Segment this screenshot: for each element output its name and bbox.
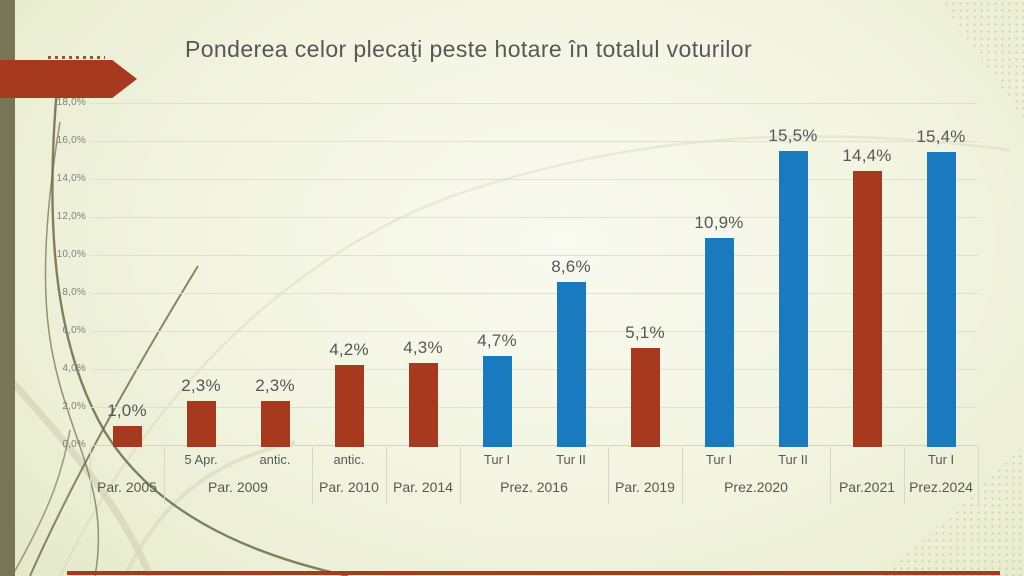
x-sub-label: Tur I: [927, 452, 955, 467]
y-tick-label: 16,0%: [56, 135, 86, 146]
axis-separator: [460, 447, 461, 504]
gridline: [90, 331, 978, 332]
gridline: [90, 369, 978, 370]
bar-value-label: 4,7%: [477, 330, 517, 350]
title-arrow-shape: [0, 60, 137, 98]
axis-separator: [904, 447, 905, 504]
bar: [334, 365, 364, 447]
bar-value-label: 2,3%: [181, 376, 221, 396]
bar-value-label: 15,5%: [768, 125, 818, 145]
bar: [408, 363, 438, 447]
y-tick-label: 6,0%: [62, 325, 86, 336]
y-tick-label: 8,0%: [62, 287, 86, 298]
bar-value-label: 2,3%: [255, 376, 295, 396]
x-group-label: Par. 2014: [393, 479, 453, 495]
bar: [630, 348, 660, 447]
gridline: [90, 255, 978, 256]
x-group-label: Par. 2010: [319, 479, 379, 495]
x-sub-label: Tur II: [556, 452, 586, 467]
bar: [852, 171, 882, 447]
bar: [926, 152, 956, 447]
bar-value-label: 15,4%: [916, 127, 966, 147]
x-group-label: Prez. 2016: [500, 479, 568, 495]
x-sub-label: Tur II: [778, 452, 808, 467]
axis-separator: [90, 447, 91, 504]
bar-value-label: 1,0%: [107, 401, 147, 420]
bar: [186, 401, 216, 447]
axis-separator: [608, 447, 609, 504]
x-group-label: Par. 2005: [97, 479, 157, 495]
axis-separator: [682, 447, 683, 504]
x-group-label: Prez.2020: [724, 479, 788, 495]
y-tick-label: 12,0%: [56, 211, 86, 222]
axis-separator: [830, 447, 831, 504]
axis-separator: [312, 447, 313, 504]
slide-title: Ponderea celor plecaţi peste hotare în t…: [185, 36, 753, 62]
bar: [260, 401, 290, 447]
y-tick-label: 0,0%: [62, 439, 86, 450]
gridline: [90, 445, 978, 446]
gridline: [90, 179, 978, 180]
left-accent-band: [0, 0, 15, 576]
gridline: [90, 141, 978, 142]
x-group-label: Par. 2019: [615, 479, 675, 495]
y-tick-label: 4,0%: [62, 363, 86, 374]
axis-separator: [978, 447, 979, 504]
x-group-label: Par. 2009: [208, 479, 268, 495]
x-sub-label: antic.: [333, 452, 365, 467]
bar: [482, 355, 512, 447]
x-sub-label: 5 Apr.: [184, 452, 218, 467]
bar-value-label: 10,9%: [694, 212, 744, 232]
gridline: [90, 103, 978, 104]
x-group-label: Par.2021: [838, 479, 896, 495]
bar-value-label: 14,4%: [842, 146, 892, 166]
x-group-label: Prez.2024: [909, 479, 973, 495]
bar: [112, 426, 142, 447]
axis-separator: [386, 447, 387, 504]
y-tick-label: 10,0%: [56, 249, 86, 260]
bottom-accent-line: [67, 571, 1000, 575]
x-sub-label: antic.: [259, 452, 291, 467]
bar-value-label: 5,1%: [625, 323, 665, 343]
bar: [778, 150, 808, 447]
bar: [556, 281, 586, 447]
gridline: [90, 407, 978, 408]
y-tick-label: 18,0%: [56, 97, 86, 108]
bar-value-label: 8,6%: [551, 256, 591, 276]
y-tick-label: 2,0%: [62, 401, 86, 412]
dotted-accent-line: [48, 56, 105, 59]
bar-value-label: 4,3%: [403, 338, 443, 358]
gridline: [90, 217, 978, 218]
y-tick-label: 14,0%: [56, 173, 86, 184]
gridline: [90, 293, 978, 294]
x-sub-label: Tur I: [705, 452, 733, 467]
axis-separator: [164, 447, 165, 504]
bar: [704, 237, 734, 447]
bar-value-label: 4,2%: [329, 340, 369, 360]
x-sub-label: Tur I: [483, 452, 511, 467]
